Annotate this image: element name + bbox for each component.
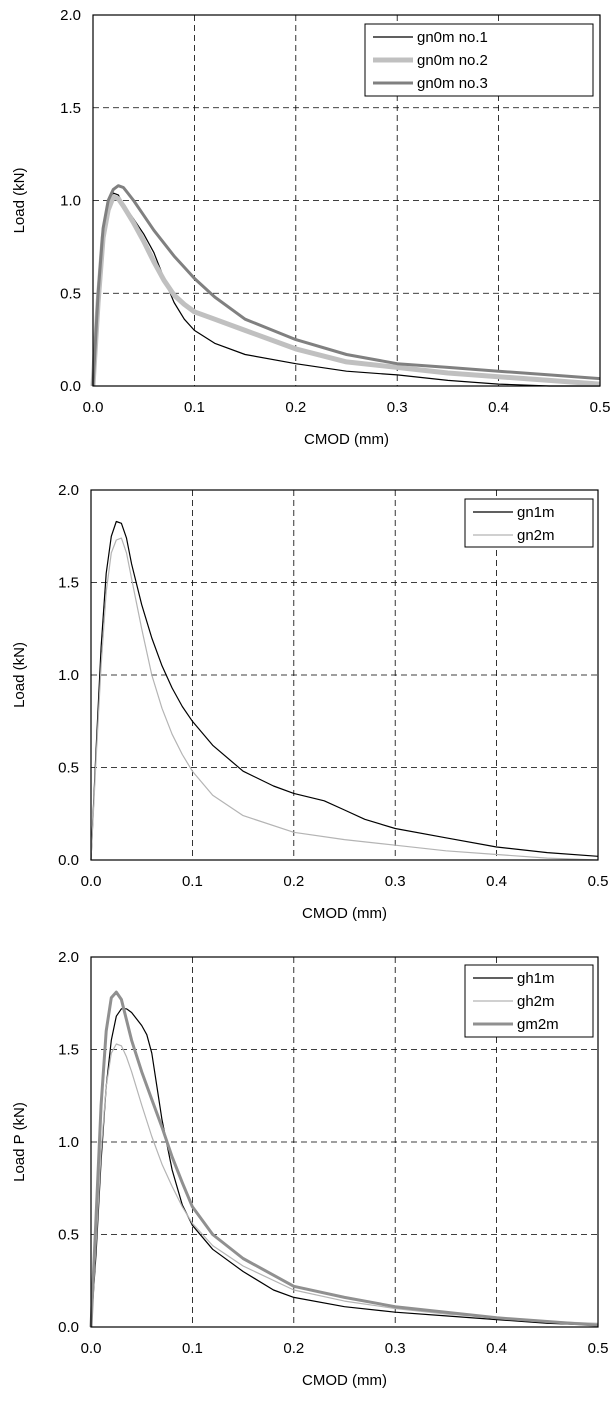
plot-frame <box>92 14 601 387</box>
series-line-gn0m-no-3 <box>91 184 601 387</box>
x-tick-label: 0.5 <box>590 399 611 416</box>
x-axis-label: CMOD (mm) <box>304 431 389 448</box>
legend: gn0m no.1 gn0m no.2 gn0m no.3 <box>364 23 594 97</box>
x-tick-label: 0.4 <box>486 1340 507 1357</box>
legend-label: gh2m <box>517 993 555 1010</box>
x-tick-label: 0.1 <box>182 873 203 890</box>
plot-frame <box>90 489 599 861</box>
y-axis-label: Load P (kN) <box>11 1102 28 1182</box>
series-line-gn2m <box>90 537 599 861</box>
x-axis-label: CMOD (mm) <box>302 905 387 922</box>
legend-label: gn0m no.3 <box>417 75 488 92</box>
y-tick-label: 0.0 <box>58 1319 79 1336</box>
legend-label: gn2m <box>517 527 555 544</box>
y-tick-label: 0.0 <box>60 378 81 395</box>
x-tick-label: 0.4 <box>486 873 507 890</box>
series-line-gh1m <box>90 1008 599 1328</box>
y-tick-label: 0.0 <box>58 852 79 869</box>
x-tick-label: 0.1 <box>182 1340 203 1357</box>
legend-label: gh1m <box>517 970 555 987</box>
x-tick-label: 0.2 <box>283 1340 304 1357</box>
x-tick-label: 0.3 <box>387 399 408 416</box>
y-tick-label: 2.0 <box>60 7 81 24</box>
y-axis-label: Load (kN) <box>11 168 28 234</box>
x-tick-label: 0.5 <box>588 873 609 890</box>
x-tick-label: 0.2 <box>285 399 306 416</box>
y-tick-label: 0.5 <box>58 1227 79 1244</box>
x-tick-label: 0.2 <box>283 873 304 890</box>
y-tick-label: 1.5 <box>58 1042 79 1059</box>
chart-panel-1: 0.0 0.1 0.2 0.3 0.4 0.5 0.0 0.5 1.0 1.5 2.0 CMOD (m… <box>11 7 610 448</box>
y-tick-label: 1.5 <box>60 100 81 117</box>
x-tick-label: 0.5 <box>588 1340 609 1357</box>
x-tick-label: 0.1 <box>184 399 205 416</box>
x-tick-label: 0.3 <box>385 1340 406 1357</box>
legend-label: gn1m <box>517 504 555 521</box>
y-tick-label: 1.0 <box>58 667 79 684</box>
legend-label: gn0m no.1 <box>417 29 488 46</box>
plot-frame <box>90 956 599 1328</box>
series-line-gm2m <box>89 990 599 1328</box>
legend: gh1m gh2m gm2m <box>464 964 594 1038</box>
series-line-gn1m <box>90 520 599 861</box>
y-tick-label: 2.0 <box>58 482 79 499</box>
legend: gn1m gn2m <box>464 498 594 548</box>
y-tick-label: 1.5 <box>58 575 79 592</box>
x-tick-label: 0.0 <box>81 1340 102 1357</box>
legend-label: gm2m <box>517 1016 559 1033</box>
x-tick-label: 0.0 <box>83 399 104 416</box>
y-tick-label: 1.0 <box>58 1134 79 1151</box>
legend-box <box>464 498 594 548</box>
x-tick-label: 0.4 <box>488 399 509 416</box>
y-tick-label: 0.5 <box>60 285 81 302</box>
series-line-gn0m-no-2 <box>90 194 601 387</box>
y-tick-label: 2.0 <box>58 949 79 966</box>
x-axis-label: CMOD (mm) <box>302 1372 387 1389</box>
y-tick-label: 1.0 <box>60 193 81 210</box>
y-tick-label: 0.5 <box>58 760 79 777</box>
series-line-gh2m <box>90 1043 599 1328</box>
chart-panel-2: 0.0 0.1 0.2 0.3 0.4 0.5 0.0 0.5 1.0 1.5 2.0 CMOD (m… <box>11 482 608 922</box>
y-axis-label: Load (kN) <box>11 642 28 708</box>
chart-panel-3: 0.0 0.1 0.2 0.3 0.4 0.5 0.0 0.5 1.0 1.5 2.0 CMOD (m… <box>11 949 608 1389</box>
legend-label: gn0m no.2 <box>417 52 488 69</box>
x-tick-label: 0.3 <box>385 873 406 890</box>
x-tick-label: 0.0 <box>81 873 102 890</box>
